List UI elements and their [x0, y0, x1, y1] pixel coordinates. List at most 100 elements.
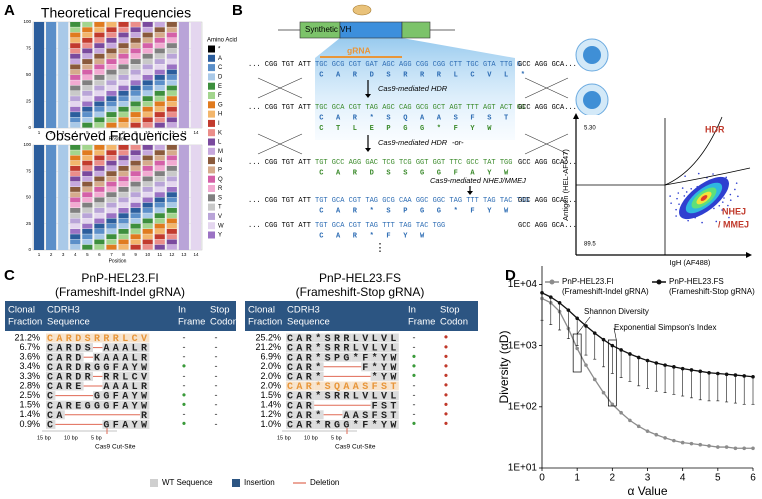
site-tick-label: 15 bp [37, 435, 51, 441]
logo-band [94, 202, 105, 208]
logo-band [166, 27, 177, 33]
logo-band [166, 223, 177, 229]
logo-band [166, 32, 177, 38]
stop-codon: - [215, 380, 218, 390]
column-header: Clonal [248, 305, 275, 316]
logo-band [166, 112, 177, 117]
logo-band [70, 90, 81, 96]
logo-band [82, 244, 93, 250]
data-point [619, 410, 623, 415]
logo-band [106, 202, 117, 208]
logo-band [142, 239, 153, 245]
dna-sequence: TGC GCG CGT GAT AGC AGG CGG CGG CTT TGC … [315, 61, 521, 69]
wt-residue [286, 333, 296, 343]
wt-residue [323, 352, 333, 362]
logo-band [82, 171, 93, 177]
logo-band [118, 59, 129, 64]
ellipsis: ⋮ [375, 242, 386, 254]
logo-band [70, 218, 81, 224]
legend-label: S [218, 195, 222, 201]
legend-title: Amino Acid [207, 38, 237, 44]
x-tick-label: 3 [62, 130, 65, 135]
wt-residue [55, 381, 65, 391]
cell-nucleus [583, 46, 601, 64]
clonal-fraction: 3.4% [19, 361, 40, 371]
x-tick-label: 6 [750, 473, 756, 484]
in-frame: - [183, 342, 186, 352]
wt-residue [74, 352, 84, 362]
x-tick-label: 2 [610, 473, 616, 484]
axis-title: Position [109, 258, 127, 264]
logo-band [106, 48, 117, 54]
flow-density [700, 195, 708, 201]
wt-residue [295, 333, 305, 343]
logo-band [70, 122, 81, 128]
cdrh3-sequence: CAR*SRRLVLVL [287, 333, 400, 345]
stop-codon: - [215, 342, 218, 352]
logo-band [94, 48, 105, 54]
logo-band [130, 223, 141, 229]
flow-event [669, 195, 671, 197]
wt-residue [121, 343, 131, 353]
logo-band [94, 75, 105, 80]
logo-band [154, 96, 165, 102]
logo-band [130, 181, 141, 187]
wt-residue [64, 352, 75, 362]
column-header: Sequence [47, 317, 90, 328]
y-tick-label: 75 [26, 46, 32, 51]
site-axis-label: Cas9 Cut-Site [95, 444, 136, 451]
cdrh3-sequence: CAR*SRRLVLVL [287, 343, 400, 355]
construct-right [401, 21, 431, 39]
logo-band [154, 122, 165, 128]
cdrh3-sequence: CAR*SRRLVLVL [287, 391, 400, 403]
wt-residue [295, 362, 305, 372]
step-label: Cas9-mediated NHEJ/MMEJ [430, 176, 526, 185]
logo-band [106, 22, 117, 27]
site-tick-label: 5 bp [91, 435, 102, 441]
logo-band [94, 171, 105, 177]
dna-flank: GCC AGG GCA... [518, 159, 577, 167]
logo-band [106, 150, 117, 156]
logo-band [94, 160, 105, 166]
logo-column [58, 22, 69, 128]
logo-band [166, 176, 177, 182]
logo-band [130, 96, 141, 102]
logo-band [82, 208, 93, 213]
wt-residue [370, 343, 380, 353]
logo-band [166, 234, 177, 240]
wt-residue [111, 400, 122, 410]
wt-residue [93, 362, 103, 372]
logo-band [106, 37, 117, 43]
flow-event [675, 208, 677, 211]
logo-column [33, 22, 45, 128]
logo-band [154, 160, 165, 166]
logo-band [94, 22, 105, 27]
wt-residue [370, 400, 380, 410]
logo-band [70, 176, 81, 182]
logo-band [106, 43, 117, 49]
logo-band [82, 37, 93, 43]
logo-band [106, 229, 117, 234]
x-tick-label: 6 [98, 130, 101, 135]
logo-band [118, 43, 129, 49]
wt-residue [74, 400, 84, 410]
logo-band [82, 101, 93, 107]
logo-band [130, 239, 141, 245]
data-point [566, 308, 571, 312]
logo-band [166, 90, 177, 96]
wt-residue [102, 362, 112, 372]
wt-residue [102, 381, 112, 391]
logo-band [70, 48, 81, 54]
data-point [548, 295, 553, 299]
wt-residue [74, 343, 84, 353]
logo-band [154, 181, 165, 187]
logo-band [142, 155, 153, 161]
cdrh3-sequence: CAR*SPG*F*YW [287, 352, 400, 364]
logo-band [130, 155, 141, 161]
wt-residue [342, 343, 352, 353]
wt-residue [140, 333, 150, 343]
logo-band [142, 22, 153, 27]
data-point [733, 446, 738, 451]
logo-band [106, 192, 117, 198]
stop-codon: - [215, 409, 218, 419]
